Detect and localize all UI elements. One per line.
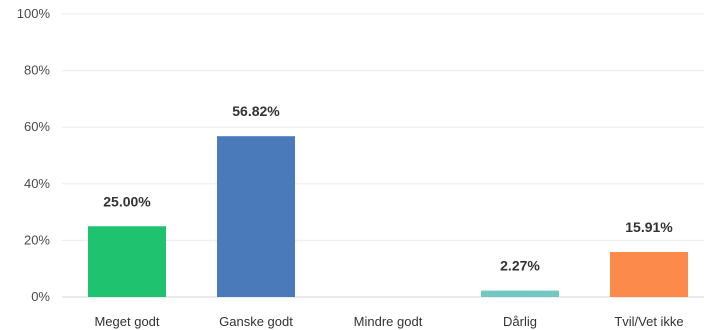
y-axis-tick-labels: 0% 20% 40% 60% 80% 100% — [17, 6, 51, 304]
x-axis-category-labels: Meget godt Ganske godt Mindre godt Dårlig Tv… — [94, 314, 683, 329]
data-label-1: 56.82% — [232, 103, 280, 119]
y-tick-label-40: 40% — [24, 176, 50, 191]
bar-0 — [88, 226, 166, 297]
data-label-0: 25.00% — [103, 193, 151, 209]
y-tick-label-60: 60% — [24, 119, 50, 134]
category-label-1: Ganske godt — [219, 314, 293, 329]
y-tick-label-20: 20% — [24, 232, 50, 247]
category-label-3: Dårlig — [503, 314, 537, 329]
bars — [88, 136, 688, 297]
y-tick-label-0: 0% — [31, 289, 50, 304]
gridlines — [62, 13, 704, 298]
data-label-4: 15.91% — [625, 219, 673, 235]
y-tick-label-80: 80% — [24, 63, 50, 78]
bar-1 — [217, 136, 295, 297]
y-tick-label-100: 100% — [17, 6, 51, 21]
bar-3 — [481, 290, 559, 297]
data-labels: 25.00% 56.82% 2.27% 15.91% — [103, 103, 673, 273]
data-label-3: 2.27% — [500, 258, 540, 274]
bar-4 — [610, 251, 688, 297]
category-label-4: Tvil/Vet ikke — [614, 314, 683, 329]
category-label-2: Mindre godt — [354, 314, 423, 329]
category-label-0: Meget godt — [94, 314, 159, 329]
